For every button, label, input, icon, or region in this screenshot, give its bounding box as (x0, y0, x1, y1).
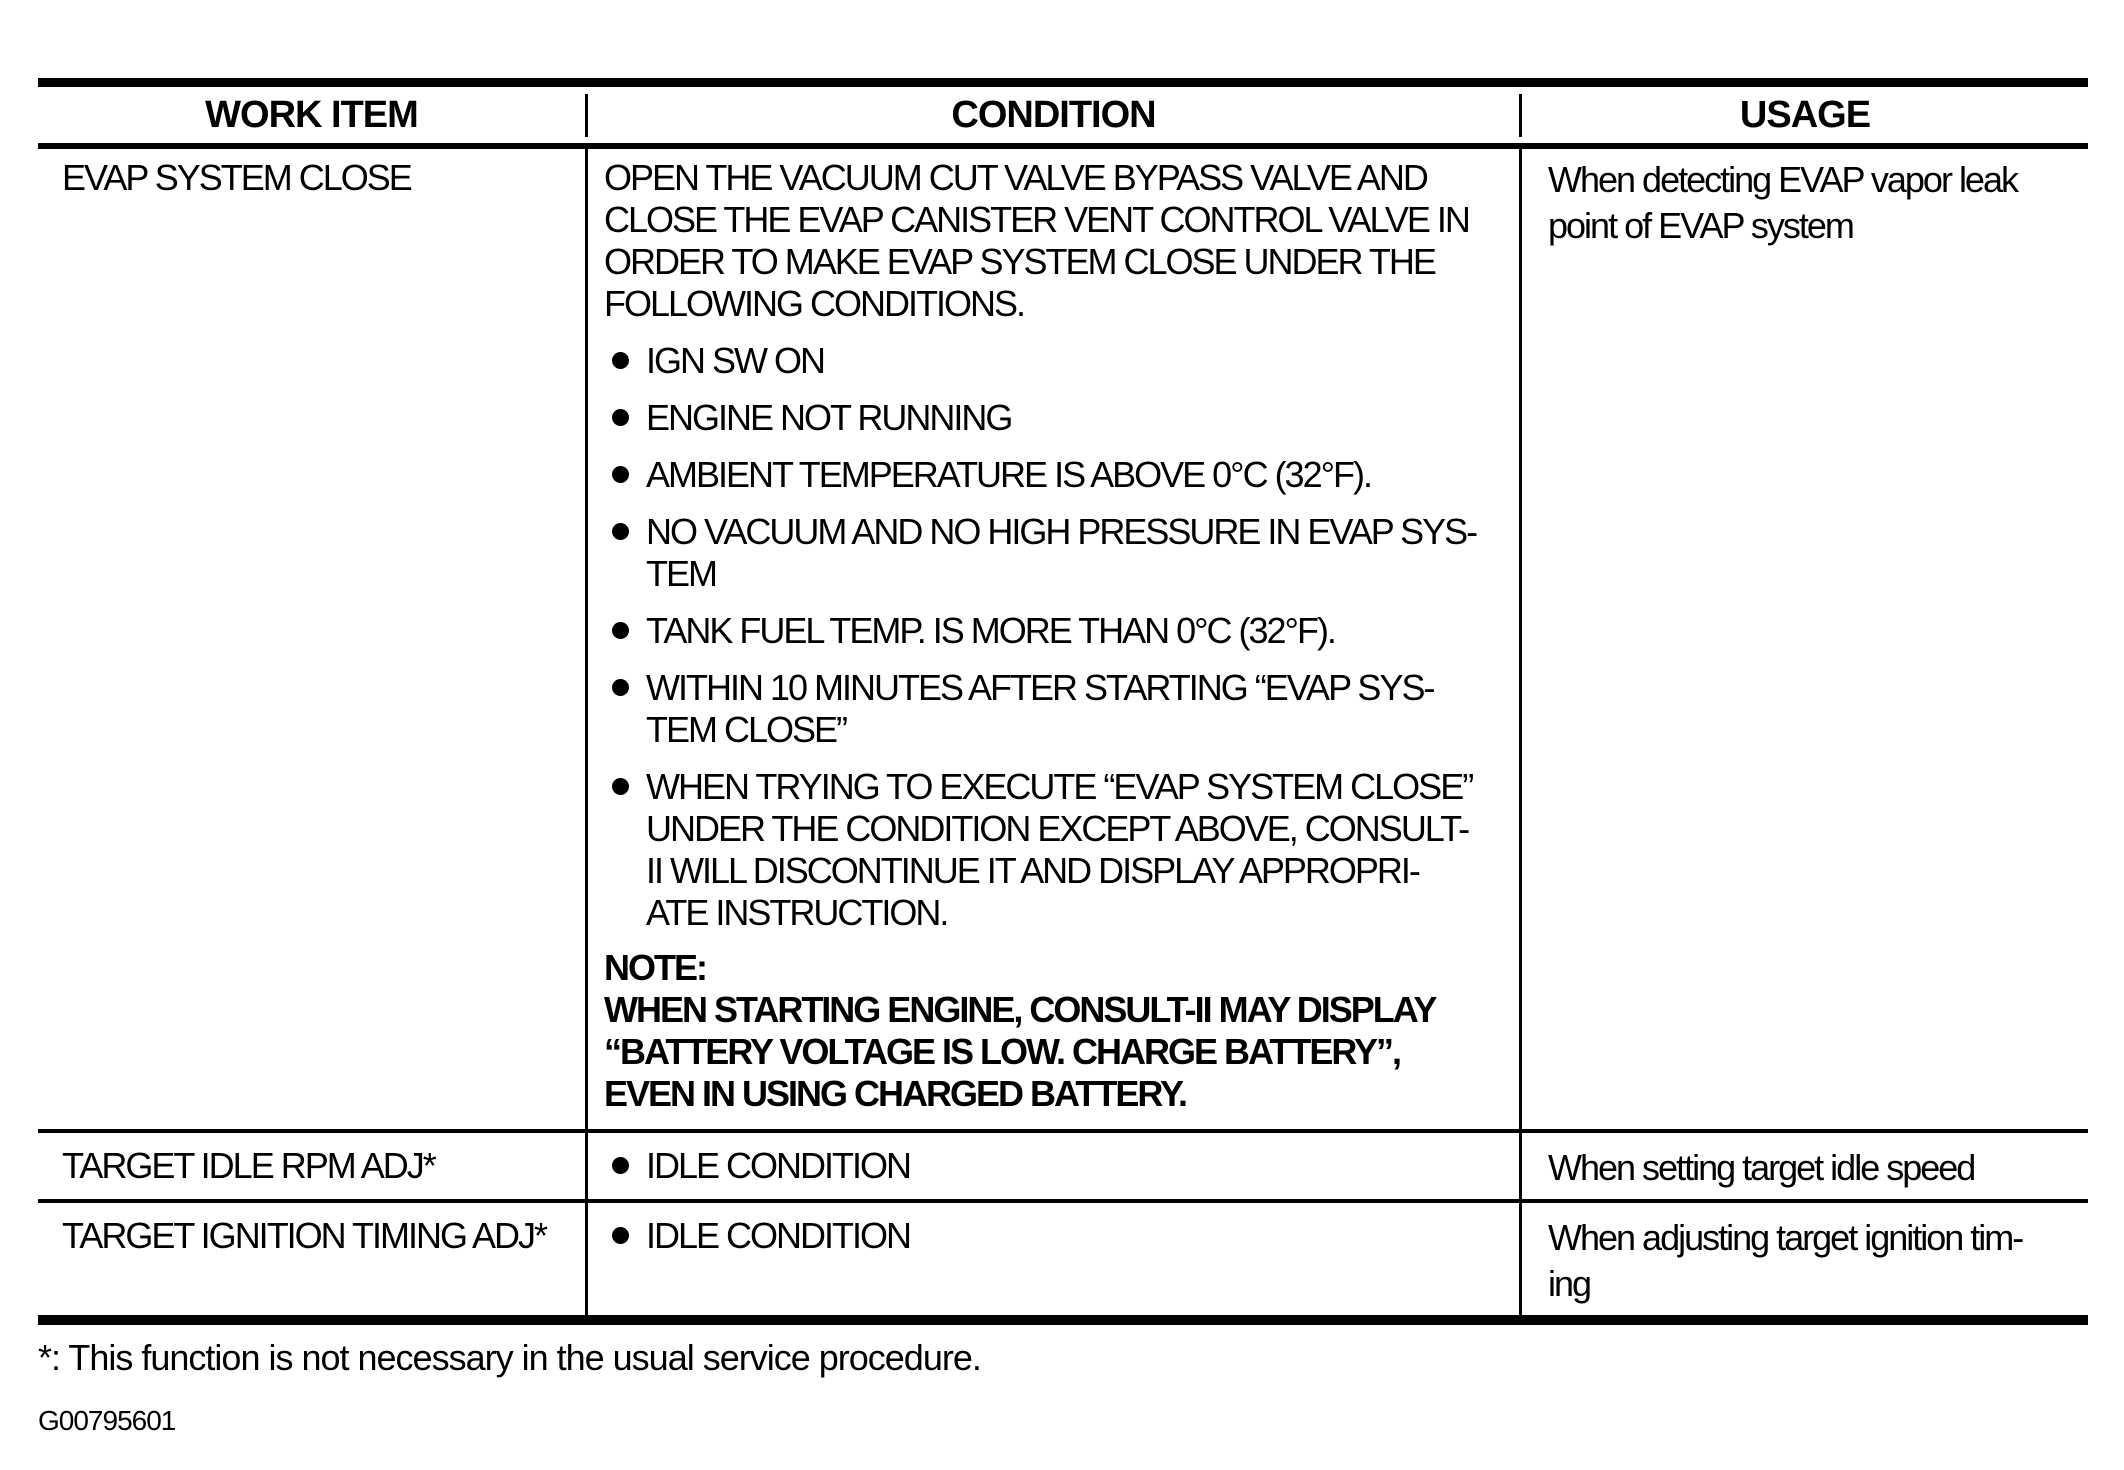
condition-cell: OPEN THE VACUUM CUT VALVE BYPASS VALVE A… (585, 149, 1522, 1129)
work-item-cell: TARGET IDLE RPM ADJ* (62, 1145, 437, 1186)
condition-cell: IDLE CONDITION (585, 1203, 1522, 1315)
condition-bullet-item: NO VACUUM AND NO HIGH PRESSURE IN EVAP S… (604, 511, 1507, 595)
condition-bullet-item: WHEN TRYING TO EXECUTE “EVAP SYSTEM CLOS… (604, 766, 1507, 934)
bullet-icon (612, 778, 629, 795)
note-text: WHEN STARTING ENGINE, CONSULT-II MAY DIS… (604, 989, 1437, 1114)
work-items-table: WORK ITEM CONDITION USAGE EVAP SYSTEM CL… (38, 78, 2088, 1325)
note-label: NOTE: (604, 947, 708, 988)
condition-bullet-item: IGN SW ON (604, 340, 1507, 382)
usage-cell: When adjusting target ignition tim- ing (1548, 1217, 2024, 1304)
work-item-cell: EVAP SYSTEM CLOSE (62, 157, 413, 198)
bullet-icon (612, 679, 629, 696)
condition-bullet-item: AMBIENT TEMPERATURE IS ABOVE 0°C (32°F). (604, 454, 1507, 496)
footnote: *: This function is not necessary in the… (38, 1337, 982, 1378)
condition-bullet-item: IDLE CONDITION (604, 1145, 1507, 1187)
header-cell-condition: CONDITION (585, 93, 1522, 137)
table-row-evap-system-close: EVAP SYSTEM CLOSE OPEN THE VACUUM CUT VA… (38, 149, 2088, 1133)
table-row-target-idle-rpm-adj: TARGET IDLE RPM ADJ* IDLE CONDITION When… (38, 1133, 2088, 1203)
condition-bullet-text: WITHIN 10 MINUTES AFTER STARTING “EVAP S… (646, 667, 1435, 750)
figure-code: G00795601 (38, 1405, 176, 1436)
bullet-icon (612, 352, 629, 369)
bullet-icon (612, 466, 629, 483)
bullet-icon (612, 1227, 629, 1244)
condition-bullet-item: ENGINE NOT RUNNING (604, 397, 1507, 439)
header-cell-work-item: WORK ITEM (205, 93, 419, 136)
work-item-cell: TARGET IGNITION TIMING ADJ* (62, 1215, 548, 1256)
condition-intro: OPEN THE VACUUM CUT VALVE BYPASS VALVE A… (604, 157, 1471, 324)
condition-bullet-item: TANK FUEL TEMP. IS MORE THAN 0°C (32°F). (604, 610, 1507, 652)
table-header-row: WORK ITEM CONDITION USAGE (38, 87, 2088, 149)
condition-bullet-item: IDLE CONDITION (604, 1215, 1507, 1257)
condition-bullet-text: NO VACUUM AND NO HIGH PRESSURE IN EVAP S… (646, 511, 1478, 594)
condition-bullet-text: ENGINE NOT RUNNING (646, 397, 1013, 438)
usage-cell: When detecting EVAP vapor leak point of … (1548, 159, 2019, 246)
bullet-icon (612, 523, 629, 540)
condition-bullet-text: AMBIENT TEMPERATURE IS ABOVE 0°C (32°F). (646, 454, 1373, 495)
usage-cell: When setting target idle speed (1548, 1147, 1976, 1188)
condition-bullet-text: TANK FUEL TEMP. IS MORE THAN 0°C (32°F). (646, 610, 1337, 651)
bullet-icon (612, 409, 629, 426)
condition-bullet-text: IGN SW ON (646, 340, 826, 381)
condition-bullet-item: WITHIN 10 MINUTES AFTER STARTING “EVAP S… (604, 667, 1507, 751)
condition-cell: IDLE CONDITION (585, 1133, 1522, 1199)
bullet-icon (612, 1157, 629, 1174)
header-cell-usage: USAGE (1739, 93, 1871, 136)
condition-bullet-text: IDLE CONDITION (646, 1215, 912, 1256)
condition-bullet-text: WHEN TRYING TO EXECUTE “EVAP SYSTEM CLOS… (646, 766, 1474, 933)
bullet-icon (612, 622, 629, 639)
table-row-target-ignition-timing-adj: TARGET IGNITION TIMING ADJ* IDLE CONDITI… (38, 1203, 2088, 1315)
condition-bullet-text: IDLE CONDITION (646, 1145, 912, 1186)
